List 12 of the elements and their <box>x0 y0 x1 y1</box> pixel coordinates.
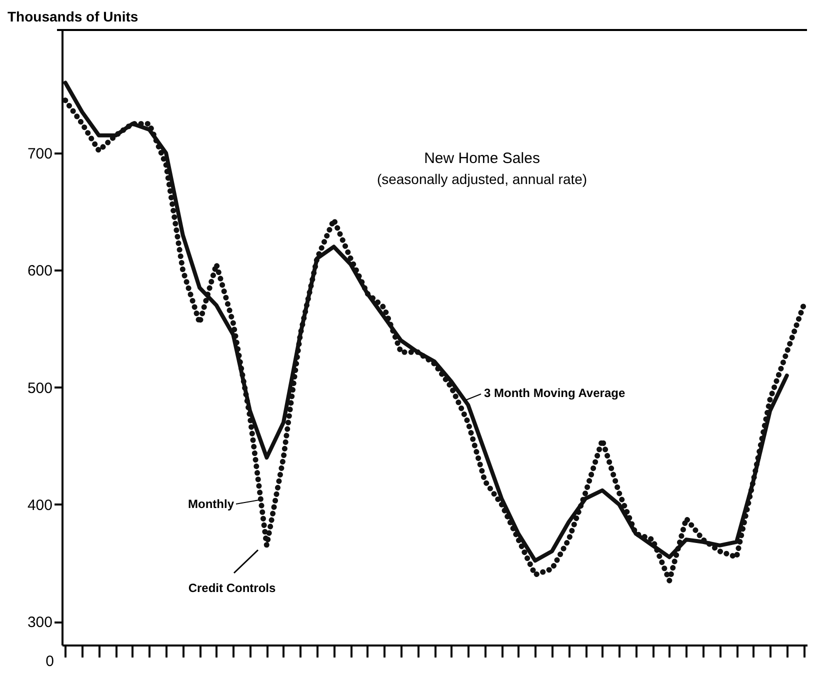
y-tick-label: 300 <box>27 614 52 632</box>
y-tick-label: 700 <box>27 146 52 162</box>
y-axis-title: Thousands of Units <box>8 8 138 24</box>
text: New Home Sales <box>424 150 540 167</box>
annotation: Credit Controls <box>188 581 276 595</box>
y-tick-label: 600 <box>27 262 52 280</box>
y-tick-label: 500 <box>27 380 52 397</box>
text: (seasonally adjusted, annual rate) <box>376 171 588 187</box>
series-label: 3 Month Moving Average <box>484 386 626 400</box>
y-tick-label: 400 <box>27 496 52 514</box>
text: 0 <box>46 653 54 670</box>
text: Monthly <box>188 497 234 511</box>
